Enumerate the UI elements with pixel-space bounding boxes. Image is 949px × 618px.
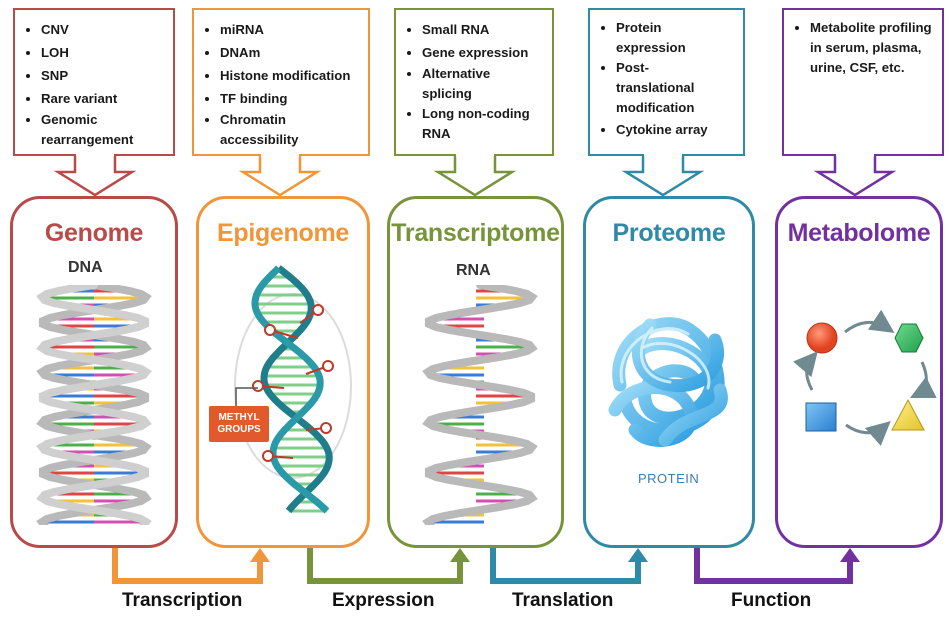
expression-connector (307, 548, 463, 584)
epigenome-item: miRNA (220, 18, 362, 41)
transcriptome-item: Alternative splicing (422, 64, 510, 104)
translation-arrowhead-icon (628, 548, 648, 562)
backbone-strand (36, 285, 152, 525)
flow-label-function: Function (731, 590, 812, 611)
transcriptome-items-list: Small RNA Gene expression Alternative sp… (396, 10, 552, 144)
epigenome-items-list: miRNA DNAm Histone modification TF bindi… (194, 10, 368, 150)
genome-item: CNV (41, 18, 167, 41)
metabolome-items-list: Metabolite profiling in serum, plasma, u… (784, 10, 942, 78)
metabolome-title: Metabolome (787, 219, 931, 247)
callout-pointers (53, 153, 897, 197)
epigenome-item: TF binding (220, 87, 362, 110)
transcriptome-title: Transcriptome (391, 219, 560, 247)
epigenome-pointer-icon (238, 155, 322, 197)
methyl-groups-label: METHYL GROUPS (209, 406, 269, 442)
genome-callout: CNV LOH SNP Rare variant Genomic rearran… (13, 8, 175, 156)
transcriptome-item: Long non-coding RNA (422, 104, 546, 144)
genome-item: LOH (41, 41, 167, 64)
transcriptome-item: Small RNA (422, 18, 546, 41)
proteome-item: Post-translational modification (616, 58, 704, 118)
transcriptome-pointer-icon (433, 155, 517, 197)
metabolite-circle-icon (806, 322, 838, 354)
rna-strand-icon (422, 285, 538, 525)
epigenome-item: Histone modification (220, 64, 362, 87)
genome-item: Genomic rearrangement (41, 110, 167, 150)
proteome-pointer-icon (621, 155, 705, 197)
methyl-group-icon (262, 450, 274, 462)
metabolome-item: Metabolite profiling in serum, plasma, u… (810, 18, 935, 78)
methyl-group-icon (322, 360, 334, 372)
proteome-item: Protein expression (616, 18, 696, 58)
transcription-connector (112, 548, 263, 584)
metabolite-square-icon (805, 402, 837, 432)
metabolite-triangle-icon (891, 398, 925, 431)
rna-label: RNA (456, 262, 491, 279)
transcriptome-item: Gene expression (422, 41, 546, 64)
methyl-group-icon (312, 304, 324, 316)
genome-item: Rare variant (41, 87, 167, 110)
flow-label-transcription: Transcription (122, 590, 243, 611)
proteome-title: Proteome (612, 219, 726, 247)
protein-tangle-icon (608, 317, 728, 447)
genome-pointer-icon (53, 155, 137, 197)
flow-label-translation: Translation (512, 590, 614, 611)
function-arrowhead-icon (840, 548, 860, 562)
backbone-strand (422, 285, 538, 525)
backbone-strand (260, 265, 333, 514)
flow-connectors (112, 548, 860, 584)
methyl-group-icon (252, 380, 264, 392)
genome-title: Genome (44, 219, 144, 247)
metabolite-cycle-icon (793, 310, 937, 446)
epigenome-title: Epigenome (216, 219, 350, 247)
methylated-dna-icon (234, 265, 352, 514)
methyl-group-icon (320, 422, 332, 434)
translation-connector (490, 548, 641, 584)
proteome-items-list: Protein expression Post-translational mo… (590, 10, 743, 141)
flow-label-expression: Expression (332, 590, 435, 611)
expression-arrowhead-icon (450, 548, 470, 562)
epigenome-panel: Epigenome (196, 196, 370, 548)
dna-label: DNA (68, 259, 103, 276)
dna-helix-icon (36, 285, 152, 525)
methyl-group-icon (264, 324, 276, 336)
epigenome-callout: miRNA DNAm Histone modification TF bindi… (192, 8, 370, 156)
epigenome-item: Chromatin accessibility (220, 110, 315, 150)
metabolite-hexagon-icon (894, 323, 924, 353)
protein-label: PROTEIN (638, 471, 700, 486)
transcriptome-callout: Small RNA Gene expression Alternative sp… (394, 8, 554, 156)
transcriptome-panel: Transcriptome (387, 196, 564, 548)
epigenome-item: DNAm (220, 41, 362, 64)
metabolome-pointer-icon (813, 155, 897, 197)
methyl-callout-line (235, 387, 258, 408)
backbone-strand (251, 265, 330, 514)
genome-items-list: CNV LOH SNP Rare variant Genomic rearran… (15, 10, 173, 150)
proteome-item: Cytokine array (616, 118, 737, 141)
transcription-arrowhead-icon (250, 548, 270, 562)
function-connector (694, 548, 853, 584)
metabolome-callout: Metabolite profiling in serum, plasma, u… (782, 8, 944, 156)
genome-item: SNP (41, 64, 167, 87)
